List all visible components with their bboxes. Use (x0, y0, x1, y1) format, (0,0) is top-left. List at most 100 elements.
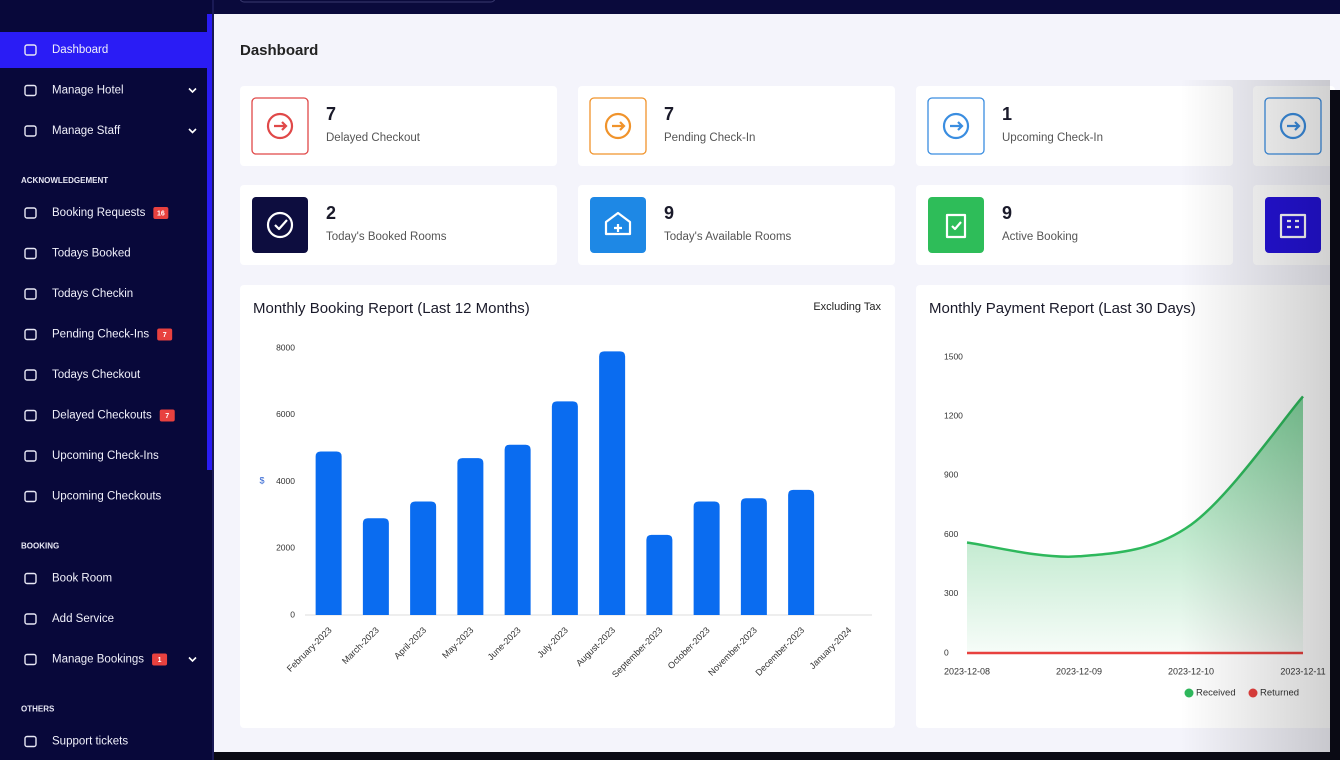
menu-icon (24, 613, 37, 625)
menu-icon (24, 409, 37, 422)
menu-item[interactable]: Booking Requests (52, 207, 146, 219)
card-label: Today's Booked Rooms (326, 231, 447, 243)
bar (693, 501, 720, 615)
y-tick-label: 8000 (276, 342, 295, 352)
x-tick-label: 2023-12-08 (944, 666, 990, 676)
badge-text: 7 (163, 332, 167, 339)
icon-glyph (942, 112, 970, 140)
menu-item[interactable]: Todays Checkin (52, 288, 133, 300)
card-label: Pending Check-In (664, 132, 755, 144)
card-value: 9 (664, 203, 674, 223)
menu-item[interactable]: Todays Checkout (52, 369, 141, 381)
card[interactable] (240, 86, 557, 166)
card-icon (928, 197, 984, 253)
y-tick-label: 6000 (276, 409, 295, 419)
icon-glyph (950, 121, 964, 131)
menu-icon (24, 450, 37, 462)
menu-heading: OTHERS (21, 705, 55, 714)
bar (457, 458, 484, 615)
card-value: 9 (1002, 203, 1012, 223)
menu-item[interactable]: Support tickets (52, 736, 128, 748)
menu-icon (24, 288, 37, 300)
bar (362, 518, 389, 615)
x-tick-label: 2023-12-09 (1056, 666, 1102, 676)
card-value: 7 (326, 104, 336, 124)
badge-text: 1 (158, 657, 162, 664)
y-tick-label: 600 (944, 529, 958, 539)
device-frame (1330, 90, 1340, 760)
y-tick-label: 0 (944, 647, 949, 657)
menu-heading: BOOKING (21, 542, 59, 551)
menu-item[interactable]: Upcoming Checkouts (52, 491, 162, 503)
y-tick-label: 0 (290, 609, 295, 619)
y-tick-label: 4000 (276, 476, 295, 486)
page-title: Dashboard (240, 42, 318, 59)
menu-heading: ACKNOWLEDGEMENT (21, 176, 108, 185)
bar (788, 489, 815, 615)
device-frame (214, 752, 1340, 760)
badge (157, 328, 173, 341)
caret (188, 87, 197, 94)
sidebar-menu: Dashboard Manage Hotel Manage Staff ACKNOWL… (0, 32, 207, 748)
menu-item[interactable]: Delayed Checkouts (52, 410, 152, 422)
card[interactable] (578, 86, 895, 166)
menu-item[interactable]: Manage Hotel (52, 85, 124, 97)
shadow (1180, 80, 1330, 760)
badge-text: 7 (165, 413, 169, 420)
menu-item[interactable]: Add Service (52, 613, 114, 625)
y-tick-label: 2000 (276, 543, 295, 553)
chart-title: Monthly Payment Report (Last 30 Days) (929, 300, 1196, 317)
card[interactable] (916, 86, 1233, 166)
badge (159, 409, 175, 422)
menu-icon (24, 735, 37, 748)
icon-glyph (612, 121, 626, 131)
caret (188, 656, 197, 663)
bar (646, 534, 673, 615)
menu-icon (24, 328, 37, 341)
menu-icon (24, 572, 37, 585)
icon-glyph (945, 213, 967, 239)
icon-glyph (604, 211, 632, 236)
menu-icon (24, 653, 37, 666)
y-tick-label: 300 (944, 588, 958, 598)
sidebar-border (212, 0, 214, 760)
bar (410, 501, 437, 615)
bar (740, 498, 767, 615)
menu-icon (24, 490, 37, 503)
icon-glyph (274, 121, 288, 131)
icon-glyph (266, 211, 294, 239)
icon-glyph (266, 112, 294, 140)
badge-text: 16 (157, 210, 165, 217)
menu-icon (24, 247, 37, 260)
y-tick-label: 1500 (944, 351, 963, 361)
menu-item[interactable]: Todays Booked (52, 248, 131, 260)
badge (153, 207, 169, 219)
card[interactable] (578, 185, 895, 265)
y-axis-label: $ (259, 475, 264, 485)
card-label: Active Booking (1002, 231, 1078, 243)
card[interactable] (916, 185, 1233, 265)
menu-item[interactable]: Dashboard (52, 44, 108, 56)
chart-subtitle: Excluding Tax (813, 301, 881, 313)
menu-icon (24, 84, 37, 97)
caret (188, 128, 197, 134)
icon-glyph (604, 112, 632, 140)
menu-item[interactable]: Upcoming Check-Ins (52, 450, 159, 462)
menu-icon (24, 44, 37, 56)
menu-item[interactable]: Pending Check-Ins (52, 329, 149, 341)
menu-item[interactable]: Book Room (52, 573, 112, 585)
card[interactable] (240, 185, 557, 265)
scrollbar (207, 14, 212, 470)
menu-item[interactable]: Manage Bookings (52, 654, 144, 666)
y-tick-label: 900 (944, 470, 958, 480)
card-label: Delayed Checkout (326, 132, 421, 144)
menu-item[interactable]: Manage Staff (52, 125, 121, 137)
top-bar (214, 0, 1340, 14)
card-value: 2 (326, 203, 336, 223)
active-item (0, 32, 207, 68)
bar (315, 451, 342, 615)
search-box[interactable] (239, 0, 496, 3)
card-label: Upcoming Check-In (1002, 132, 1103, 144)
